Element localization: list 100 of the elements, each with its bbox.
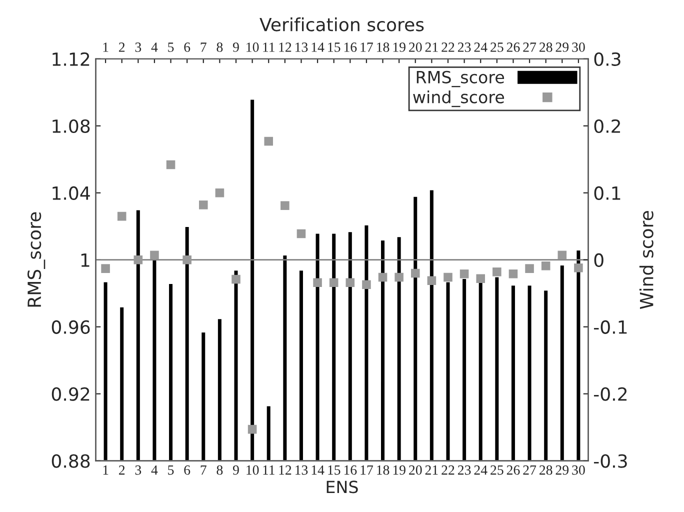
- y2-tick-label: 0.3: [594, 52, 620, 66]
- x-tick-label: 22: [442, 465, 454, 475]
- x-tick-label: 10: [246, 465, 259, 475]
- y-tick-label: 0.92: [52, 387, 90, 401]
- x-tick-label: 9: [232, 465, 239, 475]
- point: [492, 268, 502, 276]
- category-label: 3: [135, 42, 142, 52]
- y2-tick-label: -0.3: [594, 454, 627, 468]
- x-tick-label: 29: [556, 465, 569, 475]
- point: [460, 270, 469, 278]
- x-tick-label: 4: [151, 465, 158, 475]
- category-label: 4: [151, 42, 158, 52]
- category-label: 30: [572, 42, 585, 52]
- category-label: 8: [216, 42, 223, 52]
- x-tick-label: 15: [328, 465, 340, 475]
- category-label: 12: [279, 42, 292, 52]
- point: [264, 136, 274, 146]
- y-tick-label: 0.88: [52, 454, 90, 468]
- x-tick-label: 12: [279, 465, 292, 475]
- chart-title: Verification scores: [260, 17, 424, 32]
- point: [134, 255, 143, 264]
- point: [394, 272, 404, 282]
- point: [313, 278, 322, 288]
- point: [410, 268, 420, 278]
- category-label: 25: [490, 42, 504, 52]
- point: [248, 424, 257, 434]
- category-label: 19: [393, 42, 406, 52]
- point: [215, 188, 224, 198]
- x-tick-label: 26: [506, 465, 520, 475]
- y2-tick-label: 0.1: [594, 186, 620, 200]
- point: [166, 160, 176, 170]
- x-tick-label: 30: [572, 465, 585, 475]
- x-tick-label: 24: [474, 465, 488, 475]
- category-label: 18: [377, 42, 390, 52]
- point: [444, 272, 452, 282]
- category-label: 28: [540, 42, 552, 52]
- y-tick-label: 1.08: [52, 119, 90, 133]
- x-tick-label: 23: [458, 465, 471, 475]
- point: [329, 278, 338, 288]
- point: [150, 250, 159, 260]
- x-tick-label: 27: [523, 465, 536, 475]
- x-tick-label: 17: [360, 465, 374, 475]
- x-tick-label: 20: [409, 465, 422, 475]
- point: [362, 280, 371, 290]
- y-tick-label: 1.12: [52, 52, 90, 66]
- x-tick-label: 18: [377, 465, 390, 475]
- category-label: 29: [556, 42, 569, 52]
- x-tick-label: 6: [184, 465, 190, 475]
- y-tick-label: 1: [81, 254, 90, 267]
- category-label: 9: [232, 42, 239, 52]
- category-label: 17: [360, 42, 374, 52]
- x-tick-label: 19: [393, 465, 406, 475]
- point: [280, 201, 290, 210]
- x-tick-label: 21: [425, 465, 438, 475]
- category-label: 21: [425, 42, 438, 52]
- category-label: 26: [506, 42, 520, 52]
- point: [232, 274, 240, 284]
- category-label: 15: [328, 42, 340, 52]
- y2-tick-label: -0.1: [594, 320, 627, 334]
- x-tick-label: 13: [296, 465, 308, 475]
- category-label: 16: [344, 42, 357, 52]
- category-label: 23: [458, 42, 471, 52]
- point: [476, 274, 486, 283]
- category-label: 13: [296, 42, 308, 52]
- category-label: 14: [312, 42, 324, 52]
- point: [574, 263, 583, 272]
- x-tick-label: 16: [344, 465, 357, 475]
- legend-label: wind_score: [413, 90, 504, 108]
- point: [346, 278, 355, 288]
- point: [541, 261, 550, 270]
- x-tick-label: 7: [200, 466, 206, 475]
- point: [296, 229, 306, 238]
- category-label: 1: [103, 42, 108, 52]
- category-label: 24: [474, 42, 488, 52]
- y-tick-label: 0.96: [52, 320, 90, 334]
- legend-label: RMS_score: [416, 70, 504, 88]
- category-label: 20: [409, 42, 422, 52]
- point: [558, 250, 567, 260]
- category-label: 22: [442, 42, 454, 52]
- point: [198, 200, 208, 210]
- x-tick-label: 2: [118, 465, 125, 475]
- category-label: 2: [118, 42, 125, 52]
- y-tick-label: 1.04: [52, 186, 90, 200]
- y2-axis-title: Wind score: [639, 210, 654, 310]
- category-label: 27: [523, 42, 536, 52]
- y2-tick-label: 0: [594, 253, 604, 267]
- y2-tick-label: -0.2: [594, 387, 627, 401]
- point: [378, 272, 388, 282]
- point: [525, 264, 534, 273]
- x-tick-label: 3: [135, 465, 142, 475]
- x-tick-label: 1: [103, 465, 108, 475]
- point: [101, 264, 110, 273]
- x-tick-label: 8: [216, 465, 223, 475]
- point: [182, 255, 192, 264]
- x-tick-label: 25: [490, 465, 504, 475]
- point: [427, 276, 436, 285]
- x-tick-label: 28: [540, 465, 552, 475]
- x-tick-label: 5: [168, 466, 174, 475]
- category-label: 5: [168, 42, 174, 52]
- x-tick-label: 14: [312, 465, 324, 475]
